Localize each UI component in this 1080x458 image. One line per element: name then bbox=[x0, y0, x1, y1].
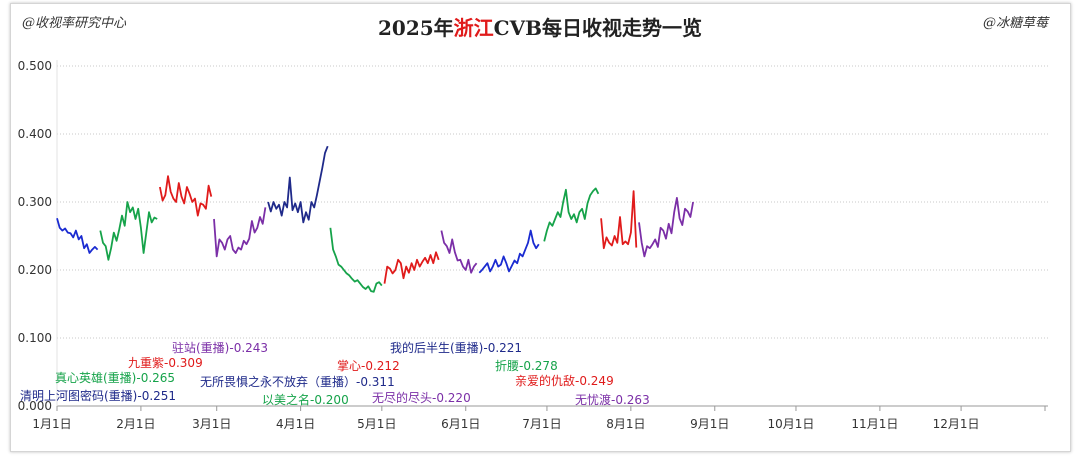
annotation-name: 无尽的尽头 bbox=[372, 390, 432, 405]
grid-layer: 0.000 0.100 0.200 0.300 0.400 0.500 1月1日 2月1日 3月… bbox=[18, 59, 1048, 431]
x-tick-label: 5月1日 bbox=[357, 417, 396, 431]
annotation-name: 真心英雄(重播) bbox=[55, 370, 136, 385]
series-line-5 bbox=[329, 227, 383, 293]
annotation-value: -0.243 bbox=[229, 341, 268, 355]
annotation-0: 驻站(重播)-0.243 bbox=[172, 340, 268, 355]
y-tick-label: 0.000 bbox=[18, 399, 52, 413]
annotation-value: -0.200 bbox=[310, 393, 349, 407]
x-tick-label: 8月1日 bbox=[606, 417, 645, 431]
annotation-3: 清明上河图密码(重播)-0.251 bbox=[20, 388, 176, 403]
x-tick-label: 7月1日 bbox=[522, 417, 561, 431]
series-line-0 bbox=[56, 218, 99, 254]
annotation-value: -0.263 bbox=[611, 393, 650, 407]
x-tick-label: 3月1日 bbox=[192, 417, 231, 431]
annotation-11: 无忧渡-0.263 bbox=[575, 392, 650, 407]
y-tick-label: 0.500 bbox=[18, 59, 52, 73]
annotation-name: 无忧渡 bbox=[575, 392, 611, 407]
annotation-value: -0.212 bbox=[361, 359, 400, 373]
annotation-name: 无所畏惧之永不放弃（重播） bbox=[200, 374, 356, 389]
x-tick-label: 2月1日 bbox=[116, 417, 155, 431]
x-tick-label: 9月1日 bbox=[690, 417, 729, 431]
annotation-name: 亲爱的仇敌 bbox=[515, 373, 575, 388]
chart-title: 2025年浙江CVB每日收视走势一览 bbox=[0, 12, 1080, 41]
annotation-layer: 驻站(重播)-0.243九重紫-0.309真心英雄(重播)-0.265清明上河图… bbox=[20, 340, 650, 407]
x-tick-label: 1月1日 bbox=[32, 417, 71, 431]
series-line-3 bbox=[213, 207, 267, 258]
x-tick-label: 4月1日 bbox=[276, 417, 315, 431]
annotation-value: -0.278 bbox=[519, 359, 558, 373]
annotation-name: 九重紫 bbox=[128, 356, 164, 370]
y-tick-label: 0.300 bbox=[18, 195, 52, 209]
annotation-10: 亲爱的仇敌-0.249 bbox=[515, 373, 614, 388]
annotation-8: 我的后半生(重播)-0.221 bbox=[390, 340, 522, 355]
series-line-4 bbox=[267, 145, 329, 224]
annotation-value: -0.311 bbox=[356, 375, 395, 389]
annotation-5: 以美之名-0.200 bbox=[262, 392, 349, 407]
series-line-2 bbox=[159, 175, 213, 217]
annotation-name: 我的后半生(重播) bbox=[390, 340, 483, 355]
x-tick-label: 10月1日 bbox=[768, 417, 815, 431]
annotation-value: -0.309 bbox=[164, 356, 203, 370]
annotation-2: 真心英雄(重播)-0.265 bbox=[55, 370, 175, 385]
y-tick-label: 0.200 bbox=[18, 263, 52, 277]
annotation-value: -0.221 bbox=[483, 341, 522, 355]
chart-frame bbox=[10, 3, 1071, 452]
annotation-name: 掌心 bbox=[337, 359, 361, 373]
annotation-6: 掌心-0.212 bbox=[337, 359, 400, 373]
title-year: 2025年 bbox=[377, 16, 454, 40]
y-tick-label: 0.100 bbox=[18, 331, 52, 345]
series-layer bbox=[56, 145, 694, 293]
annotation-name: 以美之名 bbox=[262, 392, 310, 407]
annotation-value: -0.249 bbox=[575, 374, 614, 388]
right-watermark: @冰糖草莓 bbox=[982, 16, 1048, 31]
annotation-value: -0.265 bbox=[136, 371, 175, 385]
annotation-1: 九重紫-0.309 bbox=[128, 356, 203, 370]
annotation-name: 清明上河图密码(重播) bbox=[20, 388, 137, 403]
x-tick-label: 6月1日 bbox=[441, 417, 480, 431]
series-line-10 bbox=[600, 190, 638, 250]
series-line-6 bbox=[383, 251, 440, 284]
left-watermark: @收视率研究中心 bbox=[22, 16, 127, 31]
y-tick-label: 0.400 bbox=[18, 127, 52, 141]
series-line-9 bbox=[543, 187, 600, 242]
annotation-9: 折腰-0.278 bbox=[495, 358, 558, 373]
annotation-value: -0.251 bbox=[137, 389, 176, 403]
annotation-4: 无所畏惧之永不放弃（重播）-0.311 bbox=[200, 374, 395, 389]
x-tick-label: 12月1日 bbox=[933, 417, 980, 431]
annotation-7: 无尽的尽头-0.220 bbox=[372, 390, 471, 405]
series-line-11 bbox=[638, 196, 694, 258]
title-highlight: 浙江 bbox=[453, 16, 494, 40]
annotation-name: 驻站(重播) bbox=[172, 340, 229, 355]
series-line-7 bbox=[440, 230, 478, 274]
annotation-name: 折腰 bbox=[495, 358, 519, 373]
title-rest: CVB每日收视走势一览 bbox=[493, 16, 702, 40]
series-line-1 bbox=[99, 201, 158, 261]
series-line-8 bbox=[478, 229, 540, 274]
annotation-value: -0.220 bbox=[432, 391, 471, 405]
x-tick-label: 11月1日 bbox=[851, 417, 898, 431]
